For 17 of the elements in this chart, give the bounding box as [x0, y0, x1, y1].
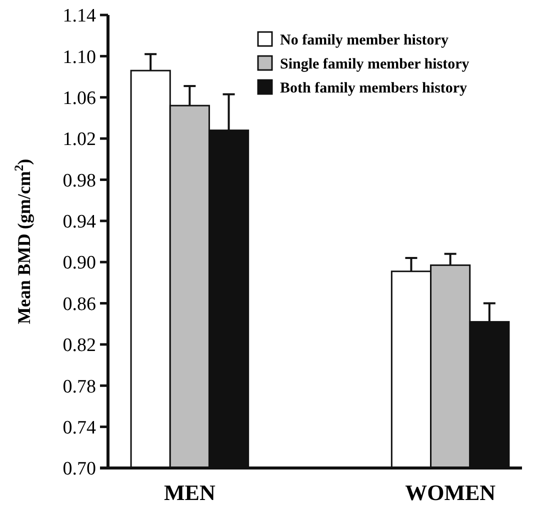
- y-tick-label: 0.86: [62, 294, 96, 315]
- legend-label: Single family member history: [280, 56, 470, 72]
- y-tick-label: 1.10: [62, 46, 96, 68]
- legend-label: Both family members history: [280, 80, 468, 96]
- y-tick-label: 0.78: [62, 376, 96, 398]
- y-tick-label: 0.94: [62, 212, 96, 233]
- y-tick-label: 0.98: [62, 170, 96, 192]
- y-tick-label: 1.02: [62, 129, 96, 150]
- y-tick-label: 0.82: [62, 335, 96, 356]
- x-tick-label: WOMEN: [405, 480, 496, 505]
- legend-label: No family member history: [280, 32, 449, 48]
- y-tick-label: 1.14: [62, 6, 96, 27]
- x-tick-label: MEN: [164, 480, 216, 505]
- y-tick-label: 0.70: [62, 458, 96, 480]
- y-tick-label: 1.06: [62, 88, 96, 110]
- y-tick-label: 0.74: [62, 417, 96, 438]
- y-tick-label: 0.90: [62, 252, 96, 274]
